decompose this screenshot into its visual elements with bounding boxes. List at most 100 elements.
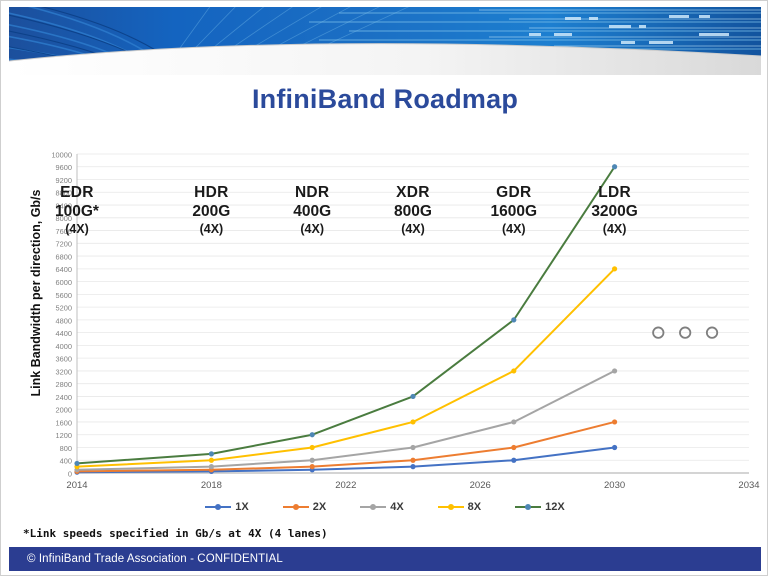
legend-dot: [370, 504, 377, 510]
y-axis-tick-label: 800: [60, 444, 72, 453]
data-point-8x: [410, 419, 416, 425]
generation-name: NDR: [294, 184, 330, 201]
series-line-1x: [76, 446, 616, 474]
generation-speed: 1600G: [490, 202, 538, 220]
data-point-8x: [612, 266, 618, 272]
legend-label: 2X: [312, 501, 327, 513]
generation-lanes: (4X): [401, 221, 425, 236]
generation-name: XDR: [396, 184, 430, 201]
data-point-4x: [511, 419, 517, 425]
legend-swatch-icon: [282, 502, 309, 512]
data-point-4x: [208, 464, 214, 470]
y-axis-tick-label: 7200: [56, 240, 72, 249]
y-axis-tick-label: 9600: [56, 163, 72, 172]
generation-speed: 400G: [293, 202, 332, 220]
y-axis-tick-label: 8400: [56, 201, 72, 210]
data-point-12x: [511, 317, 517, 323]
data-point-4x: [309, 457, 315, 463]
y-axis-tick-label: 5600: [56, 291, 72, 300]
roadmap-continuation-marker: [679, 326, 692, 339]
series-line-2x: [76, 420, 616, 473]
y-axis-tick-label: 4800: [56, 316, 72, 325]
legend-swatch-icon: [360, 502, 387, 512]
y-axis-tick-label: 2000: [56, 406, 72, 415]
footer-label: © InfiniBand Trade Association - CONFIDE…: [27, 553, 283, 565]
data-point-4x: [612, 368, 618, 374]
page-title: InfiniBand Roadmap: [251, 84, 519, 114]
data-point-12x: [74, 460, 80, 467]
y-axis-tick-label: 9200: [56, 176, 72, 185]
data-point-12x: [410, 393, 416, 400]
legend-item-4x[interactable]: 4X: [360, 501, 404, 513]
data-point-4x: [410, 444, 416, 451]
data-point-12x: [309, 432, 315, 438]
legend-dot: [215, 504, 222, 510]
x-axis-tick-label: 2030: [604, 480, 625, 491]
generation-speed: 3200G: [591, 202, 638, 220]
data-point-2x: [309, 464, 315, 470]
generation-speed: 800G: [394, 202, 432, 220]
data-point-12x: [612, 164, 618, 170]
data-point-1x: [511, 457, 517, 463]
legend-label: 4X: [390, 501, 404, 513]
generation-name: GDR: [496, 184, 532, 201]
y-axis-tick-label: 3600: [56, 355, 72, 364]
x-axis-tick-label: 2018: [201, 480, 222, 491]
generation-lanes: (4X): [300, 221, 324, 236]
data-point-1x: [410, 464, 416, 470]
generation-label-xdr: XDR 800G (4X): [353, 184, 473, 237]
footer-bar: © InfiniBand Trade Association - CONFIDE…: [9, 547, 761, 571]
legend-label: 1X: [235, 501, 249, 513]
legend-label: 8X: [467, 501, 482, 513]
generation-lanes: (4X): [501, 221, 526, 236]
y-axis-tick-label: 3200: [56, 367, 72, 376]
legend-item-8x[interactable]: 8X: [437, 501, 482, 513]
generation-speed: 200G: [192, 202, 231, 220]
y-axis-tick-label: 2400: [56, 393, 72, 402]
footnote-text: *Link speeds specified in Gb/s at 4X (4 …: [23, 527, 328, 540]
y-axis-tick-label: 8000: [56, 214, 72, 223]
y-axis-tick-label: 6800: [56, 252, 72, 261]
y-axis-tick-label: 6400: [56, 265, 72, 274]
legend-item-12x[interactable]: 12X: [515, 501, 565, 513]
data-point-2x: [410, 457, 416, 463]
legend-item-1x[interactable]: 1X: [205, 501, 249, 513]
legend-swatch-icon: [437, 502, 464, 512]
legend-swatch-icon: [205, 502, 232, 512]
x-axis-tick-label: 2034: [738, 480, 759, 491]
y-axis-tick-label: 7600: [56, 227, 72, 236]
generation-label-ndr: NDR 400G (4X): [252, 184, 372, 237]
y-axis-tick-label: 10000: [51, 150, 72, 159]
data-point-8x: [511, 368, 517, 374]
data-point-8x: [309, 444, 315, 451]
data-point-8x: [208, 457, 214, 463]
data-point-1x: [612, 444, 618, 451]
y-axis-tick-label: 400: [60, 457, 72, 466]
chart-container: Link Bandwidth per direction, Gb/s 10000…: [9, 146, 761, 501]
series-line-12x: [76, 165, 616, 465]
series-line-4x: [76, 369, 616, 471]
generation-name: HDR: [194, 184, 229, 201]
legend-dot: [292, 504, 299, 510]
legend-swatch-icon: [515, 502, 542, 512]
legend-item-2x[interactable]: 2X: [282, 501, 327, 513]
legend-dot: [525, 504, 532, 510]
generation-name: LDR: [598, 184, 631, 201]
data-point-2x: [511, 444, 517, 451]
data-point-2x: [612, 419, 618, 425]
y-axis-tick-label: 8800: [56, 189, 72, 198]
y-axis-tick-label: 1600: [56, 418, 72, 427]
banner-graphic: [9, 7, 761, 75]
y-axis-tick-label: 5200: [56, 304, 72, 313]
generation-lanes: (4X): [199, 221, 224, 236]
generation-lanes: (4X): [602, 221, 627, 236]
x-axis-tick-label: 2022: [335, 480, 356, 491]
chart-legend: 1X 2X 4X 8X 12X: [1, 501, 767, 513]
data-point-12x: [208, 451, 214, 457]
legend-dot: [447, 504, 454, 510]
y-axis-tick-label: 1200: [56, 431, 72, 440]
x-axis-tick-label: 2026: [470, 480, 491, 491]
x-axis-tick-label: 2014: [66, 480, 87, 491]
generation-lanes: (4X): [65, 221, 89, 236]
